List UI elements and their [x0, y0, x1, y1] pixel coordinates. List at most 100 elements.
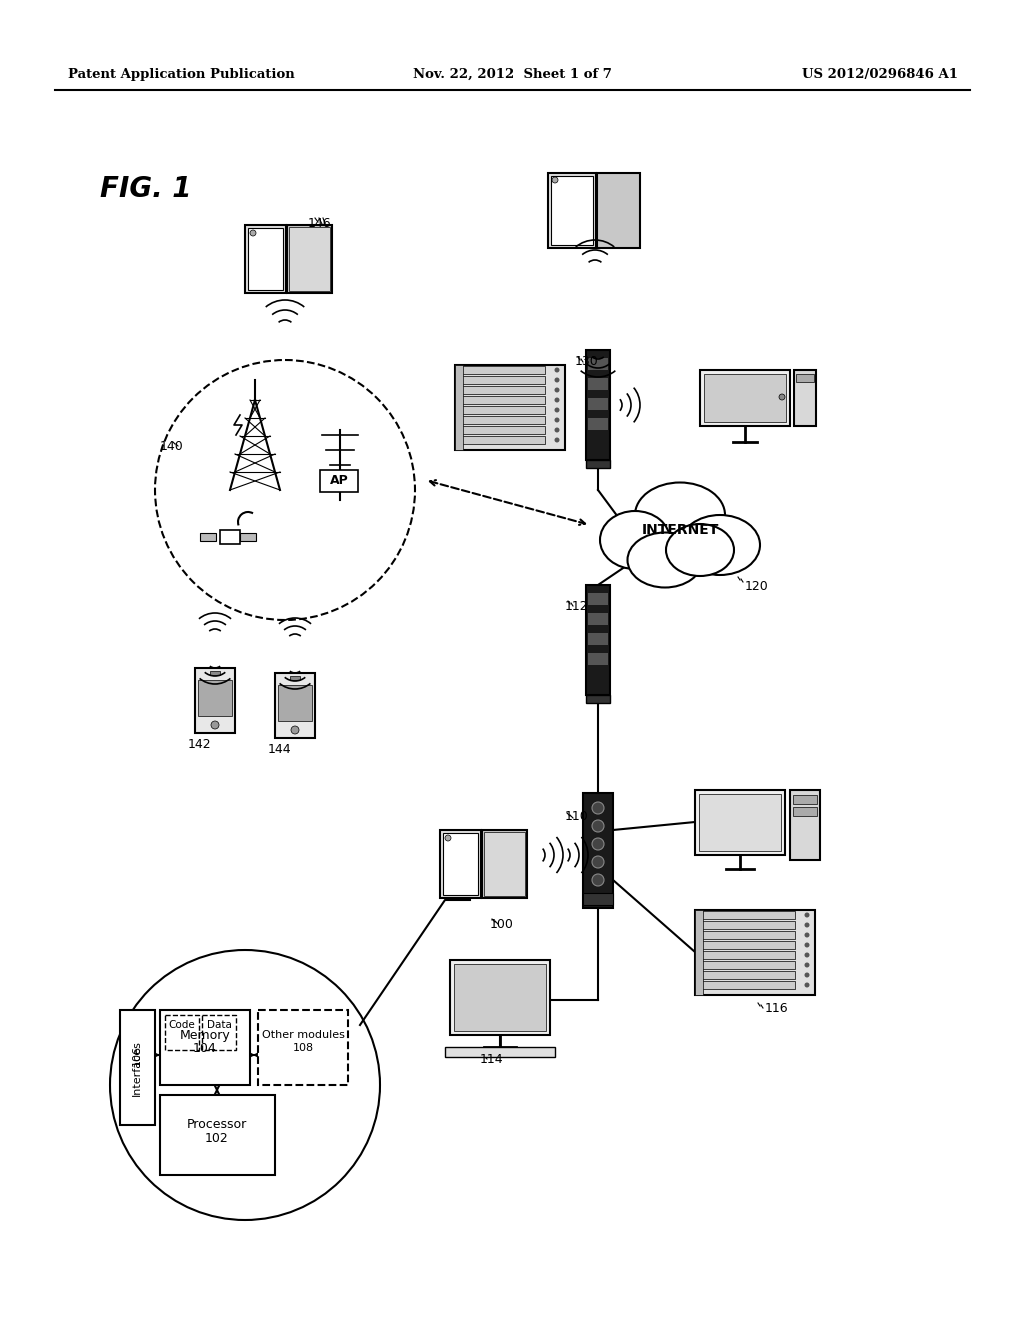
Text: 144: 144 [268, 743, 292, 756]
Text: Code: Code [169, 1020, 196, 1030]
FancyBboxPatch shape [705, 374, 786, 422]
Circle shape [555, 417, 559, 422]
Text: US 2012/0296846 A1: US 2012/0296846 A1 [802, 69, 958, 81]
FancyBboxPatch shape [200, 533, 216, 541]
FancyBboxPatch shape [588, 634, 608, 645]
FancyBboxPatch shape [275, 673, 315, 738]
FancyBboxPatch shape [551, 176, 593, 244]
FancyBboxPatch shape [278, 685, 312, 721]
Circle shape [805, 923, 810, 928]
FancyBboxPatch shape [588, 653, 608, 665]
FancyBboxPatch shape [460, 416, 545, 424]
Circle shape [250, 230, 256, 236]
FancyBboxPatch shape [700, 972, 795, 979]
FancyBboxPatch shape [699, 795, 781, 851]
Text: 102: 102 [205, 1131, 229, 1144]
Circle shape [555, 428, 559, 433]
FancyBboxPatch shape [588, 612, 608, 624]
FancyBboxPatch shape [548, 173, 596, 248]
FancyBboxPatch shape [700, 921, 795, 929]
Text: Memory: Memory [179, 1028, 230, 1041]
Text: Patent Application Publication: Patent Application Publication [68, 69, 295, 81]
Circle shape [805, 953, 810, 957]
Circle shape [291, 726, 299, 734]
FancyBboxPatch shape [794, 370, 816, 426]
FancyBboxPatch shape [445, 1047, 555, 1057]
FancyBboxPatch shape [695, 789, 785, 855]
FancyBboxPatch shape [245, 224, 286, 293]
Circle shape [805, 982, 810, 987]
FancyBboxPatch shape [460, 436, 545, 444]
FancyBboxPatch shape [240, 533, 256, 541]
FancyBboxPatch shape [586, 459, 610, 469]
FancyBboxPatch shape [588, 399, 608, 411]
FancyBboxPatch shape [790, 789, 820, 861]
Circle shape [555, 378, 559, 383]
Text: 120: 120 [745, 579, 769, 593]
Text: 108: 108 [293, 1043, 313, 1053]
Circle shape [805, 932, 810, 937]
Text: 106: 106 [132, 1044, 142, 1065]
FancyBboxPatch shape [455, 366, 463, 450]
FancyBboxPatch shape [160, 1010, 250, 1085]
Text: Interfaces: Interfaces [132, 1040, 142, 1096]
FancyBboxPatch shape [288, 224, 333, 293]
Text: 130: 130 [575, 355, 599, 368]
Text: Data: Data [207, 1020, 231, 1030]
Circle shape [805, 942, 810, 948]
FancyBboxPatch shape [460, 407, 545, 414]
FancyBboxPatch shape [443, 833, 477, 895]
FancyBboxPatch shape [793, 807, 817, 816]
Circle shape [592, 838, 604, 850]
Circle shape [555, 397, 559, 403]
Circle shape [555, 437, 559, 442]
Circle shape [592, 803, 604, 814]
Text: 142: 142 [188, 738, 212, 751]
FancyBboxPatch shape [588, 378, 608, 389]
Circle shape [805, 973, 810, 978]
FancyBboxPatch shape [586, 585, 610, 696]
Text: INTERNET: INTERNET [641, 523, 719, 537]
FancyBboxPatch shape [290, 227, 331, 290]
FancyBboxPatch shape [120, 1010, 155, 1125]
FancyBboxPatch shape [588, 358, 608, 370]
FancyBboxPatch shape [700, 941, 795, 949]
FancyBboxPatch shape [597, 173, 640, 248]
Text: 112: 112 [565, 601, 589, 612]
FancyBboxPatch shape [460, 376, 545, 384]
FancyBboxPatch shape [695, 909, 703, 995]
FancyBboxPatch shape [700, 981, 795, 989]
FancyBboxPatch shape [454, 964, 546, 1031]
Circle shape [555, 408, 559, 412]
FancyBboxPatch shape [695, 909, 815, 995]
FancyBboxPatch shape [450, 960, 550, 1035]
FancyBboxPatch shape [248, 228, 283, 290]
FancyBboxPatch shape [319, 470, 358, 492]
FancyBboxPatch shape [290, 676, 300, 680]
Circle shape [555, 367, 559, 372]
Text: Nov. 22, 2012  Sheet 1 of 7: Nov. 22, 2012 Sheet 1 of 7 [413, 69, 611, 81]
FancyBboxPatch shape [460, 426, 545, 434]
Text: 116: 116 [765, 1002, 788, 1015]
FancyBboxPatch shape [700, 950, 795, 960]
FancyBboxPatch shape [195, 668, 234, 733]
Circle shape [445, 836, 451, 841]
Text: FIG. 1: FIG. 1 [100, 176, 191, 203]
FancyBboxPatch shape [796, 374, 814, 381]
FancyBboxPatch shape [583, 894, 613, 906]
FancyBboxPatch shape [588, 418, 608, 430]
FancyBboxPatch shape [202, 1015, 236, 1049]
Circle shape [110, 950, 380, 1220]
Text: Processor: Processor [186, 1118, 247, 1131]
FancyBboxPatch shape [460, 396, 545, 404]
Ellipse shape [666, 524, 734, 576]
FancyBboxPatch shape [210, 671, 220, 675]
Circle shape [555, 388, 559, 392]
Circle shape [779, 393, 785, 400]
Ellipse shape [680, 515, 760, 576]
Text: 140: 140 [160, 440, 183, 453]
Text: 100: 100 [490, 917, 514, 931]
FancyBboxPatch shape [198, 680, 232, 715]
FancyBboxPatch shape [588, 593, 608, 605]
FancyBboxPatch shape [700, 370, 790, 426]
